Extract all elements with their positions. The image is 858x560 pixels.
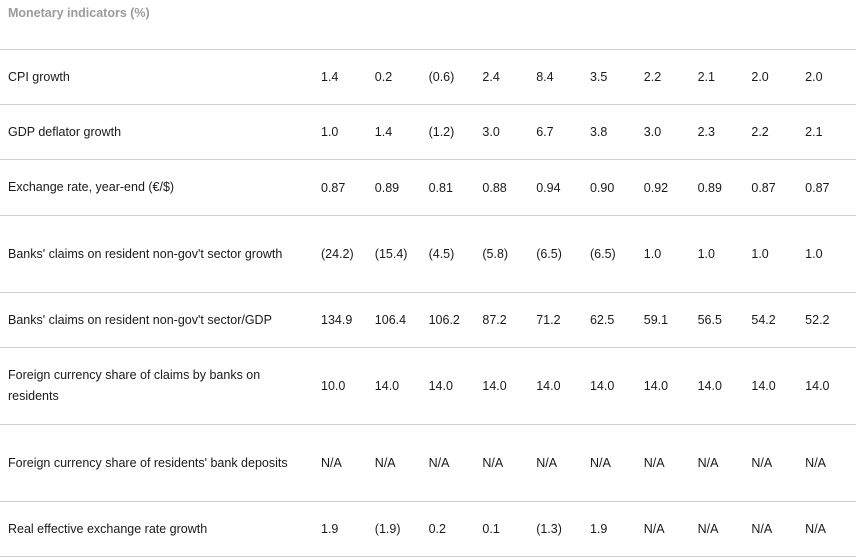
table-cell: 2.0 [748,49,803,105]
table-row: Banks' claims on resident non-gov't sect… [0,215,856,293]
table-cell: 0.87 [318,159,372,216]
table-cell: 1.4 [371,104,426,160]
table-cell: 0.89 [371,159,426,216]
table-cell: 1.9 [586,501,641,557]
row-label: CPI growth [0,49,318,105]
table-cell: 0.2 [425,501,480,557]
table-cell: 0.87 [748,159,803,216]
row-label: Foreign currency share of claims by bank… [0,347,318,425]
table-cell: 14.0 [425,347,480,425]
table-cell: 71.2 [533,292,587,348]
monetary-indicators-table: CPI growth 1.4 0.2 (0.6) 2.4 8.4 3.5 2.2 2.1 2.0 2… [0,49,856,557]
table-cell: (6.5) [586,215,641,293]
table-cell: 10.0 [318,347,372,425]
table-cell: 0.1 [479,501,534,557]
table-cell: (0.6) [425,49,480,105]
table-cell: 134.9 [318,292,372,348]
table-cell: 0.92 [640,159,695,216]
table-row: Banks' claims on resident non-gov't sect… [0,292,856,348]
table-cell: 54.2 [748,292,803,348]
row-label: Banks' claims on resident non-gov't sect… [0,215,318,293]
table-title: Monetary indicators (%) [8,6,150,20]
table-cell: 87.2 [479,292,534,348]
table-cell: N/A [479,424,534,502]
table-cell: (1.9) [371,501,426,557]
table-cell: N/A [748,501,803,557]
table-cell: 2.0 [802,49,856,105]
row-label: Real effective exchange rate growth [0,501,318,557]
table-cell: (15.4) [371,215,426,293]
table-cell: 0.87 [802,159,856,216]
table-cell: (1.2) [425,104,480,160]
table-cell: 0.88 [479,159,534,216]
table-cell: 14.0 [802,347,856,425]
table-cell: 52.2 [802,292,856,348]
table-cell: 2.1 [694,49,749,105]
table-cell: 3.0 [479,104,534,160]
table-cell: N/A [533,424,587,502]
table-cell: N/A [586,424,641,502]
table-cell: 0.94 [533,159,587,216]
table-cell: N/A [318,424,372,502]
table-cell: 8.4 [533,49,587,105]
table-cell: 0.81 [425,159,480,216]
table-cell: N/A [694,501,749,557]
table-cell: 0.89 [694,159,749,216]
table-cell: N/A [802,501,856,557]
table-cell: 14.0 [640,347,695,425]
table-cell: 14.0 [586,347,641,425]
row-label: Exchange rate, year-end (€/$) [0,159,318,216]
row-label: Banks' claims on resident non-gov't sect… [0,292,318,348]
table-cell: 1.4 [318,49,372,105]
table-cell: 106.4 [371,292,426,348]
table-cell: N/A [640,501,695,557]
table-cell: 1.0 [748,215,803,293]
table-row: Foreign currency share of residents' ban… [0,424,856,502]
table-cell: (5.8) [479,215,534,293]
table-row: Exchange rate, year-end (€/$) 0.87 0.89 0.8… [0,159,856,216]
table-cell: N/A [640,424,695,502]
table-cell: 1.0 [694,215,749,293]
table-cell: 3.5 [586,49,641,105]
table-cell: (6.5) [533,215,587,293]
table-cell: N/A [748,424,803,502]
row-label: GDP deflator growth [0,104,318,160]
table-cell: 0.2 [371,49,426,105]
table-cell: 14.0 [479,347,534,425]
table-cell: 14.0 [371,347,426,425]
table-cell: N/A [371,424,426,502]
table-cell: 2.1 [802,104,856,160]
table-cell: 1.0 [802,215,856,293]
table-cell: 62.5 [586,292,641,348]
table-cell: N/A [694,424,749,502]
table-cell: 2.3 [694,104,749,160]
table-row: CPI growth 1.4 0.2 (0.6) 2.4 8.4 3.5 2.2 2.1 2.0 2… [0,49,856,105]
table-cell: 2.2 [640,49,695,105]
table-cell: 14.0 [694,347,749,425]
table-cell: 3.8 [586,104,641,160]
table-cell: 6.7 [533,104,587,160]
table-cell: (4.5) [425,215,480,293]
table-cell: 14.0 [748,347,803,425]
table-cell: 3.0 [640,104,695,160]
table-cell: 1.9 [318,501,372,557]
table-cell: 1.0 [640,215,695,293]
table-row: Foreign currency share of claims by bank… [0,347,856,425]
table-cell: N/A [802,424,856,502]
table-cell: 1.0 [318,104,372,160]
row-label: Foreign currency share of residents' ban… [0,424,318,502]
table-cell: 59.1 [640,292,695,348]
table-cell: (24.2) [318,215,372,293]
table-cell: (1.3) [533,501,587,557]
table-row: GDP deflator growth 1.0 1.4 (1.2) 3.0 6.7 3.8 3… [0,104,856,160]
table-cell: 0.90 [586,159,641,216]
table-cell: 14.0 [533,347,587,425]
table-cell: N/A [425,424,480,502]
table-cell: 56.5 [694,292,749,348]
table-row: Real effective exchange rate growth 1.9 (1… [0,501,856,557]
table-cell: 2.2 [748,104,803,160]
table-cell: 2.4 [479,49,534,105]
table-cell: 106.2 [425,292,480,348]
